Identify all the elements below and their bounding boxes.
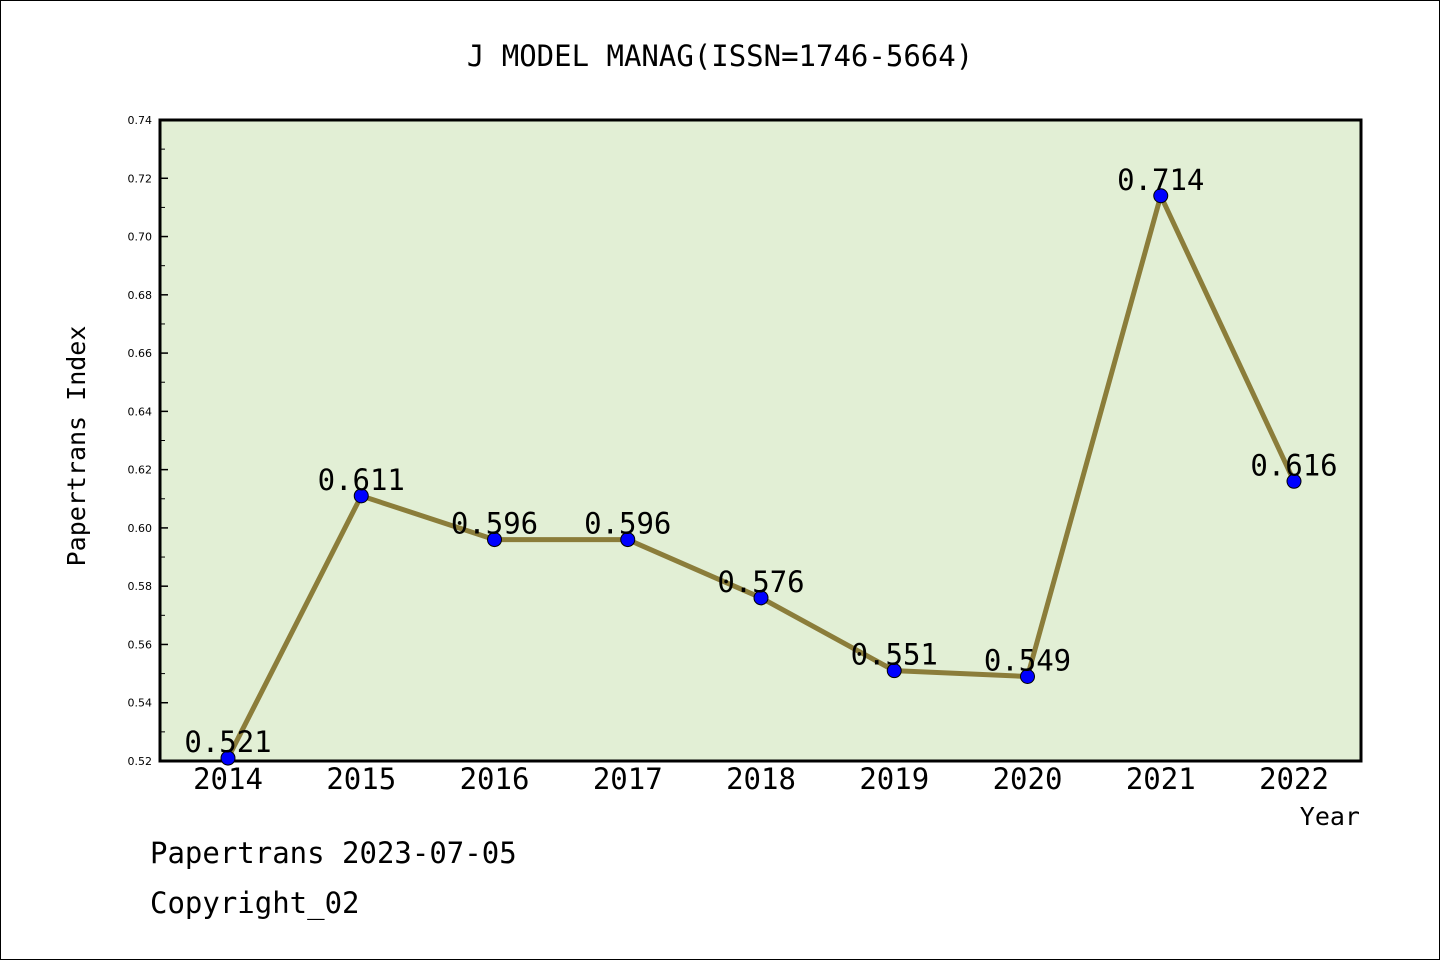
data-point-marker — [886, 663, 902, 679]
x-tick-label: 2017 — [593, 762, 663, 796]
plot-area — [158, 118, 1363, 763]
x-tick-label: 2020 — [993, 762, 1063, 796]
data-point-marker — [1020, 669, 1035, 685]
chart-title: J MODEL MANAG(ISSN=1746-5664) — [467, 39, 973, 73]
data-point-label: 0.596 — [584, 507, 671, 541]
data-point-label: 0.616 — [1250, 448, 1337, 482]
y-tick-label: 0.62 — [128, 464, 153, 477]
data-point-marker — [753, 590, 769, 606]
data-point-label: 0.549 — [984, 644, 1071, 678]
data-point-label: 0.551 — [851, 638, 938, 672]
data-point-marker — [1153, 188, 1169, 204]
y-tick-label: 0.72 — [128, 172, 153, 185]
data-point-marker — [487, 532, 502, 548]
y-axis-label: Papertrans Index — [62, 326, 91, 567]
data-point-marker — [1286, 473, 1302, 489]
y-tick-label: 0.64 — [128, 405, 153, 418]
y-tick-label: 0.58 — [128, 580, 153, 593]
x-tick-label: 2016 — [460, 762, 530, 796]
x-tick-label: 2014 — [193, 762, 263, 796]
data-markers — [220, 188, 1302, 766]
y-axis-ticks: 0.52 0.54 0.56 0.58 0.60 0.62 0.64 0.66 0.68 0.70… — [128, 114, 168, 768]
data-point-marker — [620, 532, 636, 548]
x-axis-label: Year — [1300, 802, 1360, 831]
data-point-marker — [353, 488, 369, 504]
x-axis-ticks: 2014 2015 2016 2017 2018 2019 2020 2021 2022 — [193, 762, 1329, 796]
x-tick-label: 2015 — [326, 762, 396, 796]
x-tick-label: 2019 — [859, 762, 929, 796]
x-tick-label: 2018 — [726, 762, 796, 796]
y-tick-label: 0.70 — [128, 231, 153, 244]
x-tick-label: 2021 — [1126, 762, 1196, 796]
y-tick-label: 0.54 — [128, 697, 153, 710]
y-tick-label: 0.60 — [128, 522, 153, 535]
data-point-marker — [220, 750, 236, 766]
data-point-label: 0.714 — [1117, 163, 1204, 197]
y-tick-label: 0.68 — [128, 289, 153, 302]
data-point-label: 0.611 — [318, 463, 405, 497]
data-point-label: 0.596 — [451, 507, 538, 541]
data-point-label: 0.521 — [184, 725, 271, 759]
y-tick-label: 0.74 — [128, 114, 153, 127]
y-tick-label: 0.66 — [128, 347, 153, 360]
data-point-label: 0.576 — [717, 565, 804, 599]
x-tick-label: 2022 — [1259, 762, 1329, 796]
y-tick-label: 0.56 — [128, 638, 153, 651]
footer-date: Papertrans 2023-07-05 — [150, 836, 517, 870]
footer-copyright: Copyright_02 — [150, 886, 360, 920]
y-tick-label: 0.52 — [128, 755, 153, 768]
data-labels: 0.521 0.611 0.596 0.596 0.576 0.551 0.549 0.714… — [184, 163, 1337, 759]
